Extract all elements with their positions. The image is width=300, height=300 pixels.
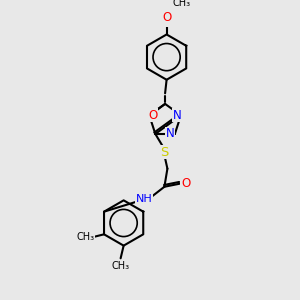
Text: S: S [160,146,169,158]
Text: CH₃: CH₃ [112,261,130,271]
Text: O: O [181,177,190,190]
Text: N: N [173,109,182,122]
Text: O: O [148,109,158,122]
Text: N: N [166,128,175,140]
Text: NH: NH [136,194,152,204]
Text: CH₃: CH₃ [172,0,191,8]
Text: CH₃: CH₃ [76,232,94,242]
Text: O: O [162,11,171,24]
